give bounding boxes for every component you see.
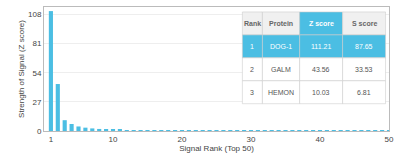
svg-text:30: 30 <box>247 135 256 144</box>
svg-text:1: 1 <box>250 43 254 50</box>
svg-text:S score: S score <box>352 20 377 27</box>
svg-text:6.81: 6.81 <box>357 89 371 96</box>
svg-text:Protein: Protein <box>269 20 293 27</box>
svg-text:DOG-1: DOG-1 <box>270 43 292 50</box>
svg-text:87.65: 87.65 <box>355 43 373 50</box>
svg-text:27: 27 <box>32 98 41 107</box>
svg-text:111.21: 111.21 <box>311 43 331 50</box>
svg-text:43.56: 43.56 <box>312 66 330 73</box>
svg-text:Z score: Z score <box>309 20 334 27</box>
svg-text:0: 0 <box>37 127 42 136</box>
svg-text:Signal Rank (Top 50): Signal Rank (Top 50) <box>179 144 254 153</box>
svg-text:10.03: 10.03 <box>312 89 330 96</box>
svg-text:20: 20 <box>178 135 187 144</box>
svg-text:2: 2 <box>250 66 254 73</box>
svg-text:HEMON: HEMON <box>268 89 294 96</box>
svg-text:GALM: GALM <box>271 66 291 73</box>
svg-text:40: 40 <box>316 135 325 144</box>
svg-text:33.53: 33.53 <box>355 66 373 73</box>
svg-text:10: 10 <box>109 135 118 144</box>
svg-text:3: 3 <box>250 89 254 96</box>
svg-text:50: 50 <box>385 135 394 144</box>
svg-text:1: 1 <box>49 135 54 144</box>
svg-text:Rank: Rank <box>244 20 261 27</box>
svg-text:81: 81 <box>32 39 41 48</box>
svg-text:108: 108 <box>28 10 42 19</box>
svg-text:Strength of Signal (Z score): Strength of Signal (Z score) <box>17 20 26 118</box>
svg-text:54: 54 <box>32 69 41 78</box>
